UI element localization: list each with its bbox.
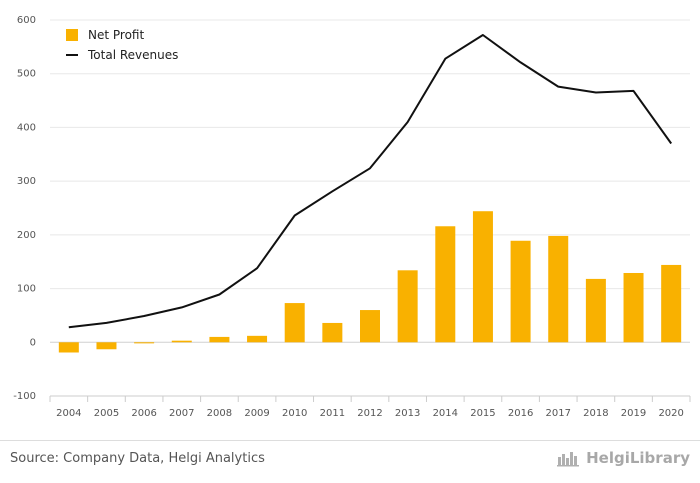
x-tick-label: 2009	[244, 408, 269, 419]
y-tick-label: 200	[17, 230, 36, 241]
x-tick-label: 2018	[583, 408, 608, 419]
footer-divider	[0, 440, 700, 441]
net-profit-bar	[284, 303, 305, 343]
net-profit-bar	[397, 270, 418, 343]
x-tick-label: 2004	[56, 408, 81, 419]
x-tick-label: 2016	[508, 408, 533, 419]
brand: HelgiLibrary	[556, 449, 690, 467]
x-tick-label: 2012	[357, 408, 382, 419]
y-tick-label: 100	[17, 284, 36, 295]
net-profit-bar	[435, 226, 456, 343]
net-profit-bar	[548, 235, 569, 343]
x-tick-label: 2008	[207, 408, 232, 419]
x-tick-label: 2006	[131, 408, 156, 419]
net-profit-bar	[661, 264, 682, 343]
net-profit-bar	[134, 342, 155, 344]
chart: -100 0 100 200 300 400 500 600 2004 2005 2006 2007…	[13, 15, 691, 419]
x-tick-label: 2019	[621, 408, 646, 419]
net-profit-bar	[585, 278, 606, 343]
net-profit-bar	[96, 342, 117, 350]
x-tick-label: 2013	[395, 408, 420, 419]
y-tick-label: 500	[17, 69, 36, 80]
x-tick-label: 2011	[320, 408, 345, 419]
x-tick-label: 2020	[658, 408, 683, 419]
net-profit-bar	[360, 310, 380, 343]
legend-label-total-revenues: Total Revenues	[87, 48, 178, 62]
net-profit-bar	[58, 342, 79, 353]
grid-lines	[50, 19, 690, 397]
x-tick-label: 2014	[433, 408, 458, 419]
x-tick-label: 2010	[282, 408, 307, 419]
x-tick-label: 2007	[169, 408, 194, 419]
net-profit-bar	[209, 336, 230, 343]
y-tick-label: 600	[17, 15, 36, 26]
source-note: Source: Company Data, Helgi Analytics	[10, 451, 265, 466]
helgi-library-logo-icon	[557, 452, 580, 467]
y-axis: -100 0 100 200 300 400 500 600	[13, 15, 36, 402]
x-tick-label: 2017	[546, 408, 571, 419]
net-profit-bar	[623, 272, 644, 343]
net-profit-bars	[58, 211, 682, 353]
total-revenues-line-group	[68, 34, 673, 329]
x-tick-label: 2015	[470, 408, 495, 419]
net-profit-bar	[472, 211, 493, 343]
y-tick-label: 0	[30, 337, 36, 348]
y-tick-label: 400	[17, 122, 36, 133]
net-profit-bar	[510, 240, 531, 343]
y-tick-label: -100	[13, 391, 36, 402]
x-axis: 2004 2005 2006 2007 2008 2009 2010 2011 2012 2013…	[49, 395, 691, 419]
legend-swatch-net-profit	[66, 29, 78, 41]
net-profit-bar	[171, 340, 192, 343]
brand-name: HelgiLibrary	[586, 449, 690, 467]
legend-label-net-profit: Net Profit	[88, 28, 144, 42]
legend: Net Profit Total Revenues	[66, 28, 178, 62]
net-profit-bar	[322, 322, 343, 343]
x-tick-label: 2005	[94, 408, 119, 419]
total-revenues-line	[68, 34, 673, 329]
net-profit-bar	[247, 335, 268, 343]
y-tick-label: 300	[17, 176, 36, 187]
